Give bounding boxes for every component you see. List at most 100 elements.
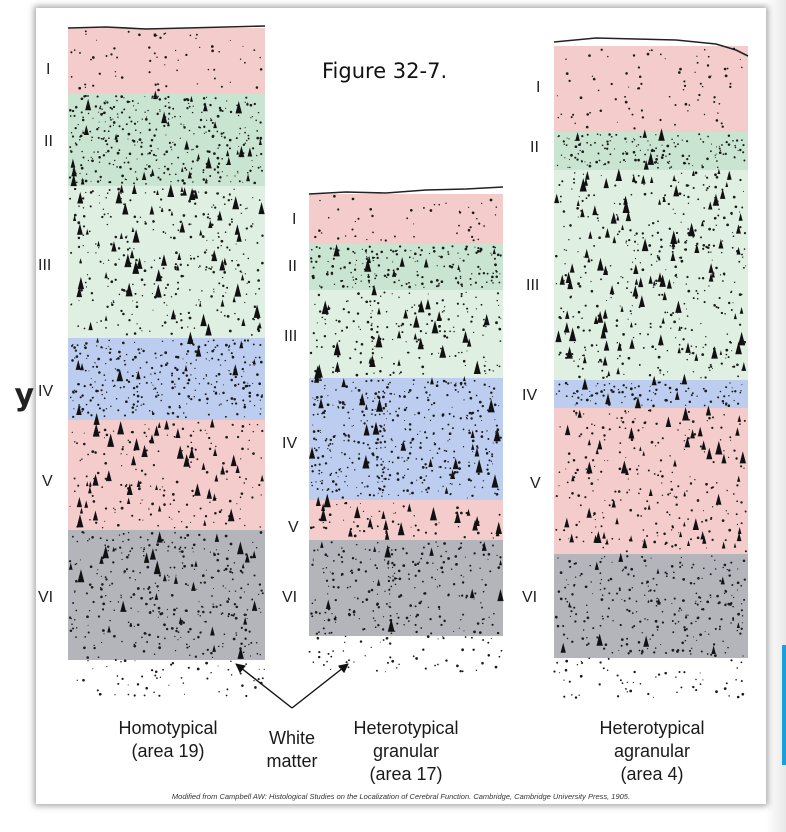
cell-dot <box>704 376 707 379</box>
cell-dot <box>338 400 340 402</box>
cell-dot <box>664 651 668 655</box>
cell-dot <box>205 96 208 98</box>
pyramidal-cell <box>188 187 196 201</box>
cell-dot <box>74 142 77 145</box>
cell-dot <box>157 606 161 610</box>
cell-dot <box>152 384 154 386</box>
pyramidal-cell <box>111 241 117 252</box>
cell-dot <box>329 668 332 671</box>
cell-dot <box>223 267 225 269</box>
cell-dot <box>228 345 231 348</box>
cell-dot <box>732 47 736 51</box>
cell-dot <box>432 246 435 249</box>
cell-dot <box>164 363 168 367</box>
cell-dot <box>567 452 571 455</box>
cell-dot <box>243 591 245 593</box>
cell-dot <box>739 148 742 152</box>
cell-dot <box>470 636 473 639</box>
cell-dot <box>80 164 83 167</box>
cell-dot <box>138 518 141 521</box>
cell-dot <box>618 354 621 357</box>
cell-dot <box>412 383 415 385</box>
cell-dot <box>458 467 461 470</box>
cell-dot <box>456 664 459 668</box>
cell-dot <box>644 421 647 424</box>
cell-dot <box>644 594 646 596</box>
cell-dot <box>573 606 576 609</box>
cell-dot <box>113 609 115 611</box>
cell-dot <box>692 297 695 300</box>
pyramidal-cell <box>235 101 242 114</box>
cell-dot <box>712 416 714 419</box>
cell-dot <box>323 571 325 574</box>
pyramidal-cell <box>642 538 648 549</box>
cell-dot <box>490 460 493 462</box>
cell-dot <box>472 648 475 651</box>
cell-dot <box>458 595 461 597</box>
cell-dot <box>659 459 663 462</box>
cell-dot <box>172 613 176 616</box>
cell-dot <box>633 127 636 130</box>
cell-dot <box>698 133 701 136</box>
cell-dot <box>613 385 616 388</box>
pyramidal-cell <box>651 375 657 386</box>
cell-dot <box>69 115 72 117</box>
cell-dot <box>560 154 563 156</box>
cell-dot <box>449 467 452 470</box>
cell-dot <box>382 471 385 474</box>
cell-dot <box>740 661 743 664</box>
cell-dot <box>385 636 389 640</box>
cell-dot <box>343 424 345 427</box>
cell-dot <box>650 155 653 157</box>
cell-dot <box>240 587 243 590</box>
cell-dot <box>456 302 459 305</box>
cell-dot <box>629 310 632 313</box>
cell-dot <box>739 391 742 394</box>
cell-dot <box>465 245 468 248</box>
cell-dot <box>124 178 127 181</box>
cell-dot <box>692 186 695 190</box>
cell-dot <box>583 346 586 349</box>
cell-dot <box>398 296 400 299</box>
cell-dot <box>637 174 640 177</box>
cell-dot <box>467 464 471 468</box>
cell-dot <box>383 440 387 443</box>
cell-dot <box>624 395 626 398</box>
cell-dot <box>676 276 678 279</box>
cell-dot <box>240 626 243 630</box>
cell-dot <box>720 362 723 365</box>
cell-dot <box>71 623 73 625</box>
cell-dot <box>589 144 592 146</box>
cell-dot <box>125 157 127 159</box>
cell-dot <box>429 449 431 451</box>
cell-dot <box>683 80 686 83</box>
cell-dot <box>462 613 465 616</box>
cell-dot <box>190 223 192 225</box>
cell-dot <box>131 374 134 378</box>
cell-dot <box>681 564 684 566</box>
cell-dot <box>192 543 196 547</box>
cell-dot <box>355 259 358 261</box>
cell-dot <box>131 313 133 316</box>
cell-dot <box>213 152 216 155</box>
cell-dot <box>220 470 223 474</box>
cell-dot <box>148 544 151 547</box>
cell-dot <box>260 457 262 459</box>
cell-dot <box>84 94 87 98</box>
cell-dot <box>736 484 739 487</box>
cell-dot <box>72 415 75 419</box>
cell-dot <box>568 138 570 140</box>
cell-dot <box>650 557 652 559</box>
cell-dot <box>218 282 221 285</box>
cell-dot <box>447 593 450 596</box>
cell-dot <box>574 393 576 395</box>
cell-dot <box>719 390 722 393</box>
cell-dot <box>220 245 222 247</box>
cell-dot <box>227 615 230 618</box>
cell-dot <box>184 583 188 586</box>
cell-dot <box>466 497 468 499</box>
cell-dot <box>579 149 581 152</box>
cell-dot <box>732 596 735 599</box>
cell-dot <box>260 408 262 410</box>
cell-dot <box>161 208 164 210</box>
